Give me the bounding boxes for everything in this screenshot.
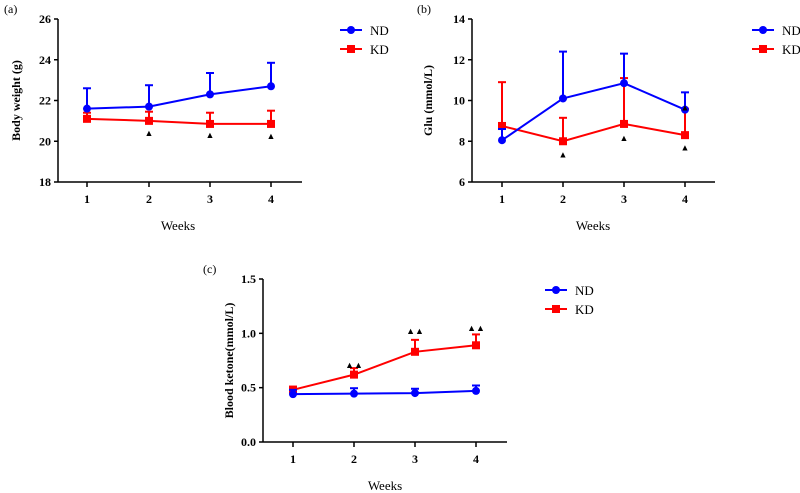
x-tick-label: 1 [499,192,505,206]
y-tick-label: 18 [39,175,51,189]
y-axis-label: Glu (mmol/L) [421,65,435,136]
x-tick-label: 2 [560,192,566,206]
y-axis-label: Blood ketone(mmol/L) [222,303,236,419]
data-point [681,131,689,140]
data-point [83,104,91,113]
legend-label: ND [370,23,389,38]
y-tick-label: 6 [459,175,465,189]
x-tick-label: 4 [682,192,688,206]
series-line [292,389,477,396]
legend-marker [552,305,560,313]
panel-label: (b) [417,2,431,16]
data-point [411,347,419,356]
panel-a: (a) 18 20 22 24 26 1 2 3 4 Weeks Body weight (g) ▲ ▲ ▲… [4,2,389,233]
y-tick-label: 26 [39,12,51,26]
data-point [472,341,480,350]
data-point [411,389,419,398]
data-point [559,137,567,146]
y-tick-label: 0.5 [241,381,256,395]
y-tick-label: 10 [453,94,465,108]
legend-label: ND [575,283,594,298]
significance-marker: ▲ [267,131,276,141]
panel-label: (a) [4,2,17,16]
significance-marker: ▲ [559,149,568,159]
significance-marker: ▲ [145,128,154,138]
y-tick-label: 14 [453,12,465,26]
y-tick-label: 0.0 [241,435,256,449]
data-point [559,94,567,103]
series-kd [498,77,689,146]
significance-marker: ▲▲ [345,360,363,370]
data-point [620,119,628,128]
series-line [86,85,272,110]
legend-marker [552,286,560,294]
significance-marker: ▲ [620,133,629,143]
y-tick-label: 24 [39,53,51,67]
legend-label: ND [782,23,800,38]
x-axis-label: Weeks [576,218,610,233]
significance-marker: ▲ [681,142,690,152]
data-point [145,102,153,111]
y-tick-label: 20 [39,134,51,148]
x-tick-label: 4 [268,192,274,206]
y-tick-label: 22 [39,94,51,108]
data-point [498,136,506,145]
data-point [145,116,153,125]
data-point [350,370,358,379]
data-point [206,119,214,128]
series-kd [289,333,480,394]
x-tick-label: 2 [351,452,357,466]
x-axis-label: Weeks [161,218,195,233]
series-nd [289,384,480,399]
legend-label: KD [575,302,594,317]
x-axis-label: Weeks [368,478,402,493]
legend-marker [347,45,355,53]
x-tick-label: 1 [290,452,296,466]
series-line [501,82,686,142]
panel-label: (c) [203,262,216,276]
series-kd [83,109,275,128]
data-point [267,82,275,91]
x-tick-label: 2 [146,192,152,206]
significance-marker: ▲▲ [467,323,485,333]
y-tick-label: 8 [459,134,465,148]
data-point [83,114,91,123]
legend-marker [759,26,767,34]
series-line [292,344,477,391]
data-point [267,119,275,128]
data-point [498,121,506,130]
data-point [681,105,689,114]
data-point [472,386,480,395]
significance-marker: ▲▲ [406,326,424,336]
x-tick-label: 4 [473,452,479,466]
significance-marker: ▲ [206,130,215,140]
series-line [86,117,271,125]
series-line [501,122,686,143]
data-point [206,90,214,99]
y-axis-label: Body weight (g) [9,60,23,141]
series-nd [83,61,275,113]
y-tick-label: 1.5 [241,272,256,286]
significance-marker: ▲ [681,103,690,113]
data-point [620,79,628,88]
legend-marker [347,26,355,34]
legend-label: KD [370,42,389,57]
panel-c: (c) 0.0 0.5 1.0 1.5 1 2 3 4 Weeks Blood ketone(mmo… [203,262,594,493]
series-nd [498,50,689,145]
y-tick-label: 1.0 [241,326,256,340]
data-point [289,390,297,399]
x-tick-label: 3 [207,192,213,206]
legend-label: KD [782,42,800,57]
y-tick-label: 12 [453,53,465,67]
legend-marker [759,45,767,53]
x-tick-label: 3 [412,452,418,466]
x-tick-label: 1 [84,192,90,206]
data-point [350,389,358,398]
x-tick-label: 3 [621,192,627,206]
